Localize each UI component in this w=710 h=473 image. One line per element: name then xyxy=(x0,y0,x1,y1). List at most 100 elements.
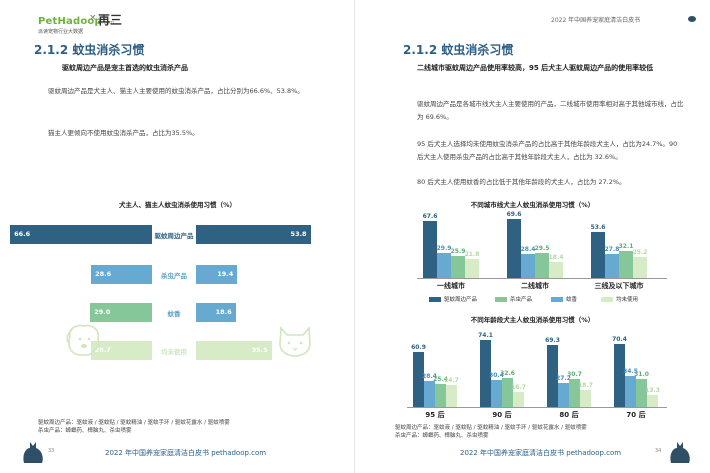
category-label: 三线及以下城市 xyxy=(594,282,644,290)
section-title: 2.1.2 蚊虫消杀习惯 xyxy=(403,43,514,57)
category-label: 驱蚊周边产品 xyxy=(154,232,194,240)
legend-swatch xyxy=(495,297,507,302)
value-label: 18.7 xyxy=(578,382,593,390)
legend-swatch xyxy=(551,297,563,302)
category-label: 80 后 xyxy=(559,411,579,419)
footnote-1: 驱蚊周边产品：驱蚊液 / 驱蚊贴 / 驱蚊精油 / 驱蚊手环 / 驱蚊花露水 /… xyxy=(395,425,587,431)
value-label: 18.4 xyxy=(548,254,564,262)
value-label: 74.1 xyxy=(478,332,493,340)
value-label: 53.6 xyxy=(590,224,606,232)
value-label: 25.4 xyxy=(433,376,448,384)
dog-icon xyxy=(66,324,100,356)
value-label: 30.7 xyxy=(567,371,582,379)
bar-驱蚊周边产品 xyxy=(423,220,437,278)
value-label: 32.1 xyxy=(618,242,634,250)
pethadoop-logo: PetHadoop.com 派读宠物行业大数据 xyxy=(38,9,114,35)
pet-paw-icon xyxy=(688,16,696,22)
cat-icon xyxy=(279,325,311,357)
bar-蚊香 xyxy=(535,252,549,278)
bar-驱蚊周边产品 xyxy=(591,232,605,278)
header-separator: × xyxy=(89,13,97,23)
value-label: 69.6 xyxy=(506,210,522,218)
value-label: 29.9 xyxy=(436,244,452,252)
dog-value-label: 28.7 xyxy=(94,346,111,354)
paragraph-1: 驱蚊周边产品是各城市线犬主人主要使用的产品，二线城市使用率相对高于其他城市线，占… xyxy=(417,100,684,121)
bar-蚊香 xyxy=(569,379,580,407)
bar-均未使用 xyxy=(446,384,457,407)
logo-subtitle: 派读宠物行业大数据 xyxy=(38,29,84,35)
legend-label: 蚊香 xyxy=(566,297,578,303)
value-label: 34.5 xyxy=(623,367,638,375)
value-label: 27.2 xyxy=(556,374,571,382)
lead-text: 二线城市驱蚊周边产品使用率较高，95 后犬主人驱蚊周边产品的使用率较低 xyxy=(417,64,654,72)
section-title: 2.1.2 蚊虫消杀习惯 xyxy=(34,43,145,57)
legend-swatch xyxy=(601,297,613,302)
category-label: 一线城市 xyxy=(437,282,465,290)
value-label: 29.5 xyxy=(534,244,550,252)
age-group-chart: 60.9 28.4 25.4 24.7 95 后 74.1 30.4 32.6 16.7 90 后… xyxy=(355,322,710,422)
bar-驱蚊周边产品 xyxy=(413,352,424,407)
value-label: 31.0 xyxy=(634,371,649,379)
left-page: PetHadoop.com 派读宠物行业大数据 × 再三 2.1.2 蚊虫消杀习… xyxy=(10,9,311,463)
dog-value-label: 66.6 xyxy=(14,230,31,238)
bar-均未使用 xyxy=(580,390,591,407)
bar-杀虫产品 xyxy=(424,381,435,407)
city-tier-chart: 67.6 29.9 25.9 21.8 一线城市 69.6 28.4 29.5 18.4 二线城市… xyxy=(355,205,710,315)
category-label: 90 后 xyxy=(492,411,512,419)
dog-bar: 28.7 xyxy=(90,341,152,360)
bar-均未使用 xyxy=(633,256,647,278)
logo-main: PetHadoop xyxy=(38,16,102,27)
legend-item: 均未使用 xyxy=(601,295,638,303)
legend-label: 驱蚊周边产品 xyxy=(444,297,478,303)
value-label: 70.4 xyxy=(612,335,627,343)
page-number: 34 xyxy=(655,448,662,454)
paragraph-2: 95 后犬主人选择均未使用蚊虫消杀产品的占比高于其他年龄段犬主人，占比为24.7… xyxy=(417,140,678,161)
page-number: 33 xyxy=(48,448,55,454)
dog-value-label: 29.0 xyxy=(94,308,111,316)
bar-驱蚊周边产品 xyxy=(614,343,625,407)
bar-杀虫产品 xyxy=(491,379,502,407)
category-label: 70 后 xyxy=(626,411,646,419)
cat-silhouette-icon xyxy=(670,442,690,463)
value-label: 32.6 xyxy=(500,369,515,377)
page-divider xyxy=(354,0,355,473)
age-chart-title: 不同年龄段犬主人蚊虫消杀使用习惯（%） xyxy=(470,316,595,324)
paragraph-3: 80 后犬主人使用蚊香的占比低于其他年龄段的犬主人，占比为 27.2%。 xyxy=(417,178,626,186)
bar-杀虫产品 xyxy=(437,252,451,278)
cat-bar: 18.6 xyxy=(196,303,236,322)
category-label: 二线城市 xyxy=(521,282,549,290)
legend-label: 均未使用 xyxy=(616,297,639,303)
partner-brand: 再三 xyxy=(98,13,123,27)
bar-驱蚊周边产品 xyxy=(507,218,521,278)
legend-label: 杀虫产品 xyxy=(510,297,533,303)
bar-蚊香 xyxy=(435,384,446,407)
bar-蚊香 xyxy=(636,379,647,407)
x-axis-line xyxy=(407,407,667,408)
bar-均未使用 xyxy=(647,395,658,407)
legend-item: 驱蚊周边产品 xyxy=(429,295,477,303)
cat-bar: 53.8 xyxy=(196,225,311,244)
value-label: 67.6 xyxy=(422,212,438,220)
value-label: 25.9 xyxy=(450,247,466,255)
dog-bar: 29.0 xyxy=(90,303,152,322)
cat-value-label: 18.6 xyxy=(215,308,232,316)
category-label: 95 后 xyxy=(425,411,445,419)
value-label: 27.8 xyxy=(604,246,620,254)
bar-杀虫产品 xyxy=(521,253,535,278)
lead-text: 驱蚊周边产品是宠主首选的蚊虫消杀产品 xyxy=(62,64,188,72)
right-page: 2022 年中国养宠家庭清洁白皮书 2.1.2 蚊虫消杀习惯 二线城市驱蚊周边产… xyxy=(355,0,710,473)
dog-value-label: 28.6 xyxy=(95,270,112,278)
cat-value-label: 19.4 xyxy=(217,270,234,278)
value-label: 25.2 xyxy=(632,248,648,256)
cat-silhouette-icon xyxy=(23,442,43,463)
bar-均未使用 xyxy=(465,259,479,278)
category-label: 蚊香 xyxy=(167,310,181,318)
paragraph-1: 驱蚊周边产品是犬主人、猫主人主要使用的蚊虫消杀产品，占比分别为66.6%、53.… xyxy=(48,87,304,95)
legend-item: 杀虫产品 xyxy=(495,295,532,303)
cat-value-label: 53.8 xyxy=(290,230,307,238)
cat-bar: 35.5 xyxy=(196,341,272,360)
category-label: 均未使用 xyxy=(161,348,187,356)
value-label: 28.4 xyxy=(422,373,437,381)
butterfly-chart-title: 犬主人、猫主人蚊虫消杀使用习惯（%） xyxy=(118,201,236,209)
bar-蚊香 xyxy=(619,250,633,278)
